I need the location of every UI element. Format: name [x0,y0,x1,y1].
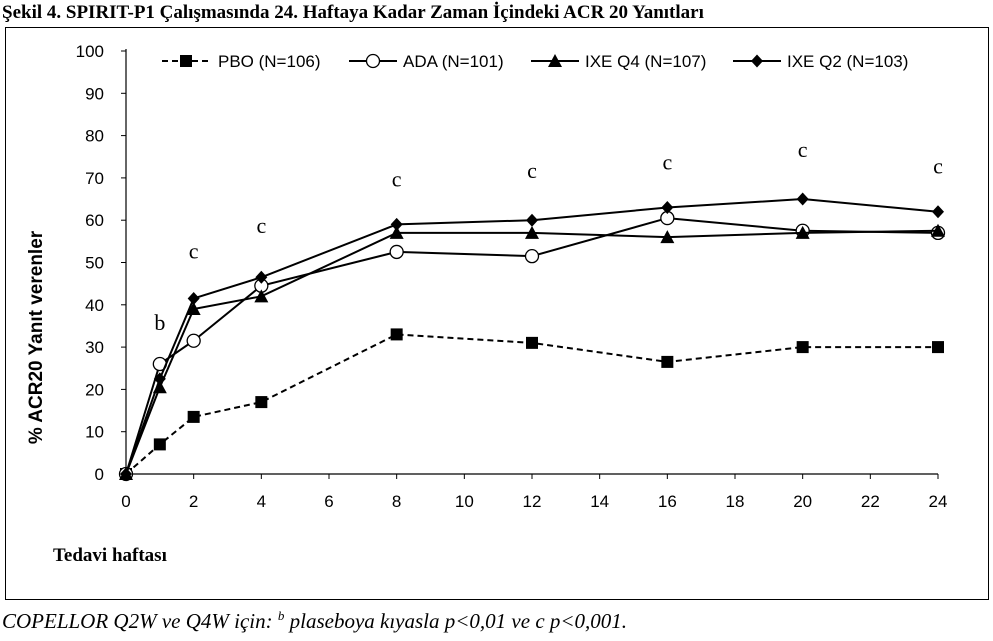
pbo-marker [153,438,166,451]
pbo-marker [390,328,403,341]
pbo-marker [661,355,674,368]
ixe-q2-marker [932,205,944,219]
series-line-2 [125,229,939,475]
ixe-q2-marker [751,54,763,68]
y-tick-label: 100 [76,42,104,61]
y-tick-label: 60 [85,211,104,230]
pbo-marker [180,55,192,67]
x-tick-label: 4 [257,492,266,511]
chart-annotations: b c c c c c c c [154,137,943,335]
ada-marker [389,244,404,260]
chart-frame: 0 10 20 30 40 50 60 70 80 90 100 0 2 4 6 8 10 12 14 16 18 20 2… [5,27,989,600]
y-tick-label: 0 [95,465,104,484]
ixe-q2-marker [187,291,200,305]
x-tick-label: 8 [392,492,401,511]
footnote-sup-b: b [277,608,285,623]
x-tick-label: 14 [590,492,609,511]
x-tick-label: 6 [324,492,333,511]
ada-marker [365,53,381,69]
legend-label-3: IXE Q2 (N=103) [787,52,908,71]
y-tick-label: 10 [85,423,104,442]
chart-legend: PBO (N=106) ADA (N=101) IXE Q4 (N=107) IXE … [162,52,908,71]
ixe-q2-marker [796,192,809,206]
x-axis-label: Tedavi haftası [53,545,167,566]
ixe-q2-marker [255,270,268,284]
x-tick-label: 22 [861,492,880,511]
figure-title: Şekil 4. SPIRIT-P1 Çalışmasında 24. Haft… [2,2,704,23]
x-tick-label: 2 [189,492,198,511]
ixe-q2-marker [526,213,538,227]
ixe-q4-marker [186,302,201,316]
series-line-3 [125,198,939,475]
ixe-q4-marker [525,225,539,239]
legend-label-0: PBO (N=106) [218,52,321,71]
x-tick-label: 16 [658,492,677,511]
ixe-q4-marker [931,223,945,237]
pbo-marker [932,341,944,354]
y-tick-label: 80 [85,127,104,146]
y-tick-label: 30 [85,338,104,357]
ada-marker [186,333,201,348]
significance-annotation: c [798,137,808,162]
ixe-q2-marker [390,217,403,231]
footnote: COPELLOR Q2W ve Q4W için: b plaseboya kı… [2,608,627,634]
significance-annotation: c [933,154,943,179]
ada-marker [524,249,540,264]
ixe-q4-marker [254,289,269,303]
x-tick-label: 10 [455,492,474,511]
legend-label-2: IXE Q4 (N=107) [585,52,706,71]
x-tick-label: 24 [929,492,948,511]
significance-annotation: c [392,166,402,191]
significance-annotation: c [527,158,537,183]
footnote-middle: plaseboya kıyasla p<0,01 ve c p<0,001. [284,609,628,633]
ixe-q4-marker [660,230,675,244]
y-tick-label: 40 [85,296,104,315]
pbo-marker [187,410,200,423]
footnote-prefix: COPELLOR Q2W ve Q4W için: [2,609,278,633]
y-axis-label: % ACR20 Yanıt verenler [26,230,47,444]
ixe-q4-marker [389,225,404,239]
x-tick-label: 20 [793,492,812,511]
ixe-q4-marker [795,225,810,239]
y-tick-label: 50 [85,254,104,273]
pbo-marker [255,396,268,409]
y-tick-label: 20 [85,380,104,399]
ixe-q2-marker [120,467,132,481]
chart-series [118,192,946,482]
y-tick-label: 70 [85,169,104,188]
x-tick-label: 18 [726,492,745,511]
ixe-q2-marker [661,201,674,215]
significance-annotation: c [189,238,199,263]
legend-label-1: ADA (N=101) [403,52,504,71]
significance-annotation: c [256,213,266,238]
significance-annotation: b [154,310,165,335]
significance-annotation: c [662,149,672,174]
ixe-q4-marker [548,54,562,67]
series-line-0 [125,333,938,475]
pbo-marker [526,336,538,349]
pbo-marker [796,341,809,354]
ixe-q2-marker [153,372,166,386]
y-tick-label: 90 [85,84,104,103]
x-tick-label: 0 [121,492,130,511]
x-tick-label: 12 [523,492,542,511]
